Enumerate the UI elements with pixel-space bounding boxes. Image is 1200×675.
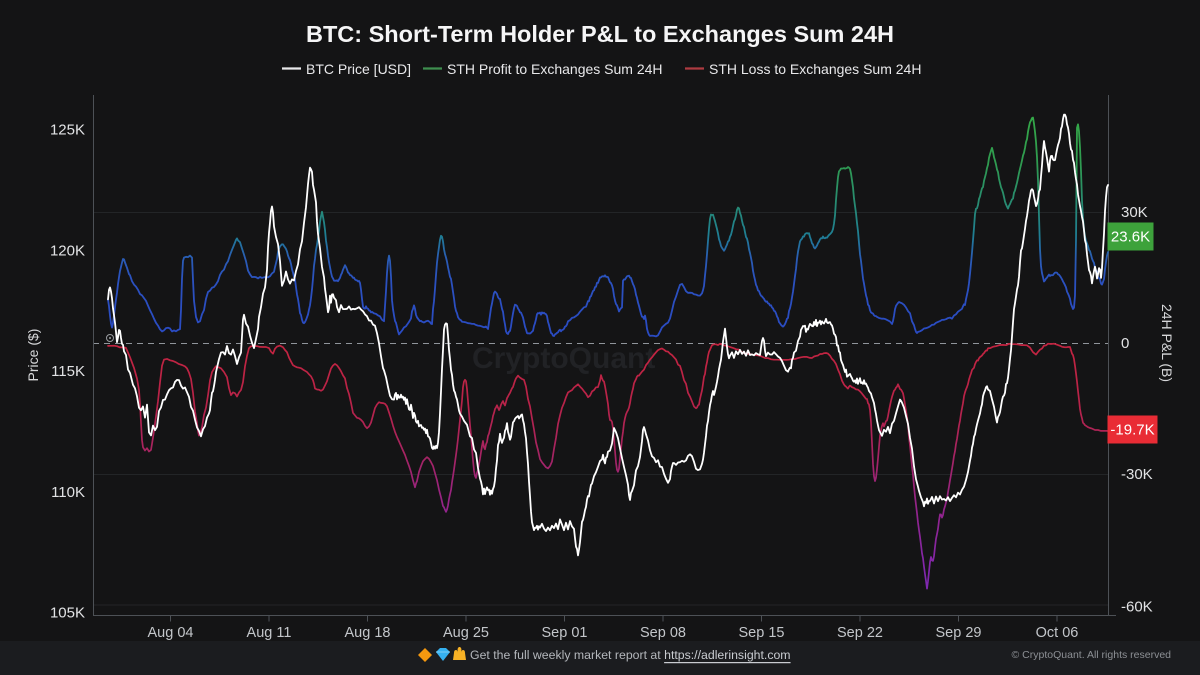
svg-text:110K: 110K: [51, 484, 85, 501]
svg-text:Sep 29: Sep 29: [936, 625, 982, 641]
svg-text:30K: 30K: [1121, 204, 1148, 221]
svg-text:CryptoQuant: CryptoQuant: [472, 342, 655, 375]
svg-text:STH Loss to Exchanges Sum 24H: STH Loss to Exchanges Sum 24H: [709, 61, 921, 77]
svg-text:Oct 06: Oct 06: [1036, 625, 1079, 641]
svg-text:105K: 105K: [50, 605, 85, 622]
svg-text:125K: 125K: [50, 122, 85, 139]
svg-text:Sep 01: Sep 01: [542, 625, 588, 641]
svg-text:Aug 18: Aug 18: [345, 625, 391, 641]
svg-text:BTC: Short-Term Holder P&L to: BTC: Short-Term Holder P&L to Exchanges …: [306, 21, 894, 47]
svg-text:BTC Price [USD]: BTC Price [USD]: [306, 61, 411, 77]
svg-text:115K: 115K: [51, 363, 85, 380]
svg-text:Aug 04: Aug 04: [148, 625, 194, 641]
svg-text:-60K: -60K: [1121, 599, 1153, 616]
svg-text:0: 0: [1121, 335, 1129, 352]
svg-text:Price ($): Price ($): [25, 329, 41, 382]
svg-text:-30K: -30K: [1121, 466, 1153, 483]
svg-text:STH Profit to Exchanges Sum 24: STH Profit to Exchanges Sum 24H: [447, 61, 663, 77]
svg-text:Aug 25: Aug 25: [443, 625, 489, 641]
svg-text:-19.7K: -19.7K: [1110, 422, 1154, 439]
svg-text:© CryptoQuant. All rights rese: © CryptoQuant. All rights reserved: [1012, 649, 1172, 661]
svg-text:Get the full weekly market rep: Get the full weekly market report at htt…: [470, 648, 791, 662]
svg-text:120K: 120K: [50, 242, 85, 259]
svg-text:Sep 08: Sep 08: [640, 625, 686, 641]
svg-text:Sep 15: Sep 15: [739, 625, 785, 641]
svg-text:24H P&L (B): 24H P&L (B): [1159, 304, 1175, 382]
svg-text:Sep 22: Sep 22: [837, 625, 883, 641]
svg-text:Aug 11: Aug 11: [247, 625, 292, 641]
svg-text:23.6K: 23.6K: [1111, 229, 1150, 246]
